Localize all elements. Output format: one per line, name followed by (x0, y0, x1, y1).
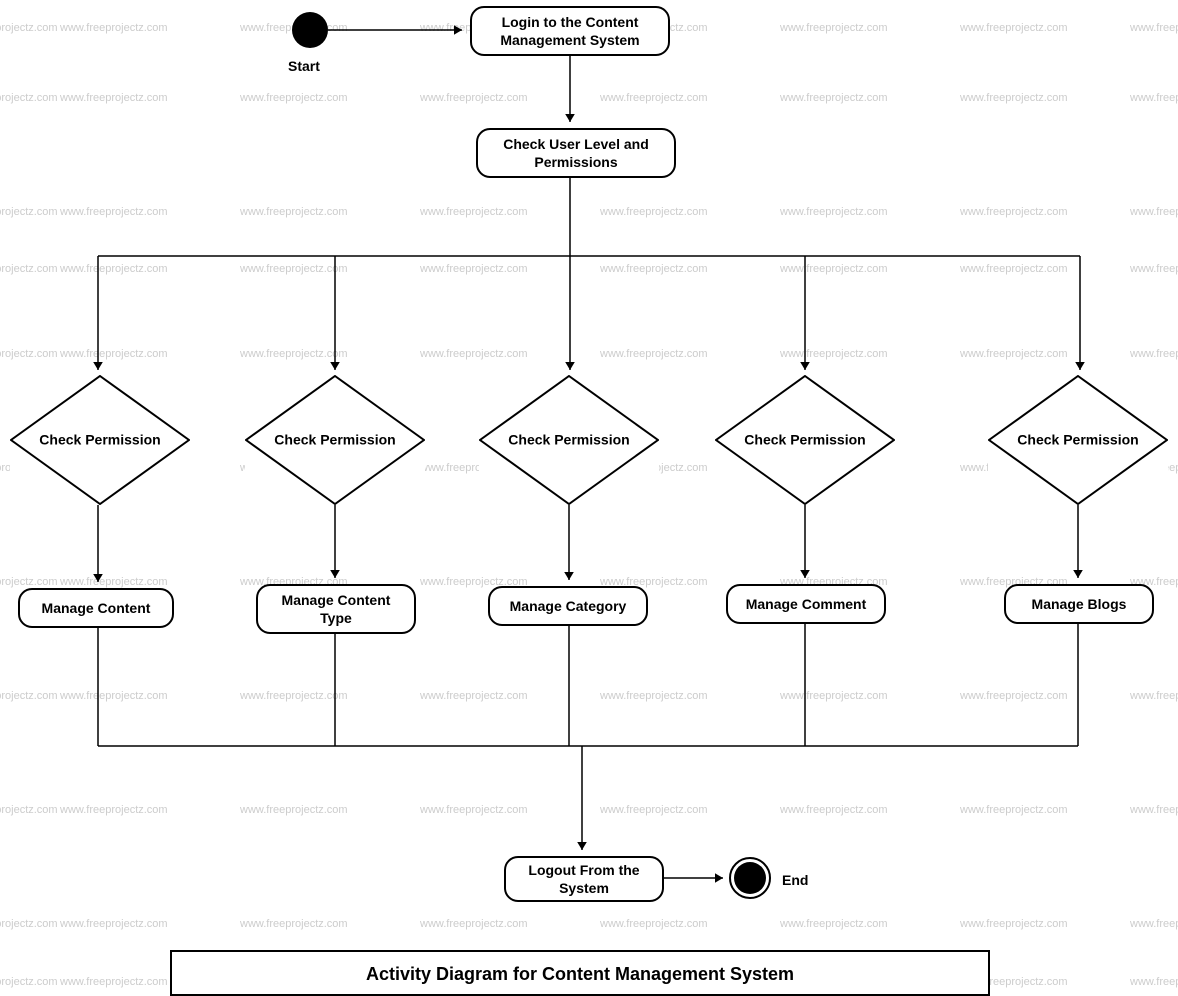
activity-manage-category: Manage Category (488, 586, 648, 626)
activity-logout: Logout From the System (504, 856, 664, 902)
start-node (292, 12, 328, 53)
start-label: Start (288, 58, 320, 74)
watermark-text: www.freeprojectz.com (1130, 976, 1178, 988)
watermark-text: www.freeprojectz.com (420, 92, 528, 104)
watermark-text: www.freeprojectz.com (420, 263, 528, 275)
activity-login: Login to the Content Management System (470, 6, 670, 56)
watermark-text: www.freeprojectz.com (60, 348, 168, 360)
watermark-text: www.freeprojectz.com (60, 576, 168, 588)
activity-manage-content-type: Manage Content Type (256, 584, 416, 634)
watermark-text: www.freeprojectz.com (780, 92, 888, 104)
decision-1-label: Check Permission (10, 432, 190, 449)
watermark-text: www.freeprojectz.com (60, 690, 168, 702)
watermark-text: www.freeprojectz.com (60, 263, 168, 275)
watermark-text: www.freeprojectz.com (60, 804, 168, 816)
watermark-text: www.freeprojectz.com (600, 92, 708, 104)
watermark-text: www.freeprojectz.com (0, 348, 58, 360)
watermark-text: www.freeprojectz.com (960, 804, 1068, 816)
decision-2: Check Permission (245, 375, 425, 505)
watermark-text: www.freeprojectz.com (600, 263, 708, 275)
watermark-text: www.freeprojectz.com (0, 206, 58, 218)
watermark-text: www.freeprojectz.com (420, 348, 528, 360)
watermark-text: www.freeprojectz.com (600, 918, 708, 930)
watermark-text: www.freeprojectz.com (960, 918, 1068, 930)
watermark-text: www.freeprojectz.com (1130, 348, 1178, 360)
watermark-text: www.freeprojectz.com (960, 348, 1068, 360)
watermark-text: www.freeprojectz.com (240, 263, 348, 275)
watermark-text: www.freeprojectz.com (600, 804, 708, 816)
watermark-text: www.freeprojectz.com (60, 918, 168, 930)
activity-check-permissions: Check User Level and Permissions (476, 128, 676, 178)
watermark-text: www.freeprojectz.com (240, 804, 348, 816)
watermark-text: www.freeprojectz.com (240, 92, 348, 104)
watermark-text: www.freeprojectz.com (420, 206, 528, 218)
activity-manage-comment: Manage Comment (726, 584, 886, 624)
watermark-text: www.freeprojectz.com (60, 206, 168, 218)
watermark-text: www.freeprojectz.com (1130, 690, 1178, 702)
watermark-text: www.freeprojectz.com (0, 804, 58, 816)
watermark-text: www.freeprojectz.com (0, 263, 58, 275)
watermark-text: www.freeprojectz.com (1130, 263, 1178, 275)
watermark-text: www.freeprojectz.com (0, 576, 58, 588)
activity-manage-blogs: Manage Blogs (1004, 584, 1154, 624)
watermark-text: www.freeprojectz.com (60, 976, 168, 988)
watermark-text: www.freeprojectz.com (1130, 918, 1178, 930)
watermark-text: www.freeprojectz.com (420, 804, 528, 816)
watermark-text: www.freeprojectz.com (0, 690, 58, 702)
watermark-text: www.freeprojectz.com (780, 206, 888, 218)
watermark-text: www.freeprojectz.com (240, 348, 348, 360)
watermark-text: www.freeprojectz.com (780, 348, 888, 360)
watermark-text: www.freeprojectz.com (600, 206, 708, 218)
watermark-text: www.freeprojectz.com (0, 976, 58, 988)
decision-4: Check Permission (715, 375, 895, 505)
watermark-text: www.freeprojectz.com (780, 263, 888, 275)
watermark-text: www.freeprojectz.com (420, 918, 528, 930)
watermark-text: www.freeprojectz.com (240, 690, 348, 702)
watermark-text: www.freeprojectz.com (240, 918, 348, 930)
decision-2-label: Check Permission (245, 432, 425, 449)
diagram-title: Activity Diagram for Content Management … (170, 950, 990, 996)
watermark-text: www.freeprojectz.com (780, 804, 888, 816)
end-node (729, 857, 771, 904)
watermark-text: www.freeprojectz.com (60, 92, 168, 104)
watermark-text: www.freeprojectz.com (960, 263, 1068, 275)
watermark-text: www.freeprojectz.com (780, 22, 888, 34)
watermark-text: www.freeprojectz.com (1130, 804, 1178, 816)
decision-5: Check Permission (988, 375, 1168, 505)
watermark-text: www.freeprojectz.com (1130, 92, 1178, 104)
watermark-text: www.freeprojectz.com (960, 22, 1068, 34)
decision-1: Check Permission (10, 375, 190, 505)
end-label: End (782, 872, 808, 888)
watermark-text: www.freeprojectz.com (420, 690, 528, 702)
watermark-text: www.freeprojectz.com (600, 348, 708, 360)
watermark-text: www.freeprojectz.com (0, 22, 58, 34)
decision-4-label: Check Permission (715, 432, 895, 449)
watermark-text: www.freeprojectz.com (240, 206, 348, 218)
watermark-text: www.freeprojectz.com (600, 690, 708, 702)
decision-3: Check Permission (479, 375, 659, 505)
watermark-text: www.freeprojectz.com (960, 206, 1068, 218)
decision-5-label: Check Permission (988, 432, 1168, 449)
watermark-text: www.freeprojectz.com (60, 22, 168, 34)
watermark-text: www.freeprojectz.com (1130, 206, 1178, 218)
watermark-text: www.freeprojectz.com (780, 918, 888, 930)
watermark-text: www.freeprojectz.com (1130, 22, 1178, 34)
watermark-text: www.freeprojectz.com (780, 690, 888, 702)
watermark-text: www.freeprojectz.com (960, 690, 1068, 702)
watermark-text: www.freeprojectz.com (0, 92, 58, 104)
decision-3-label: Check Permission (479, 432, 659, 449)
watermark-text: www.freeprojectz.com (960, 92, 1068, 104)
watermark-text: www.freeprojectz.com (0, 918, 58, 930)
activity-manage-content: Manage Content (18, 588, 174, 628)
